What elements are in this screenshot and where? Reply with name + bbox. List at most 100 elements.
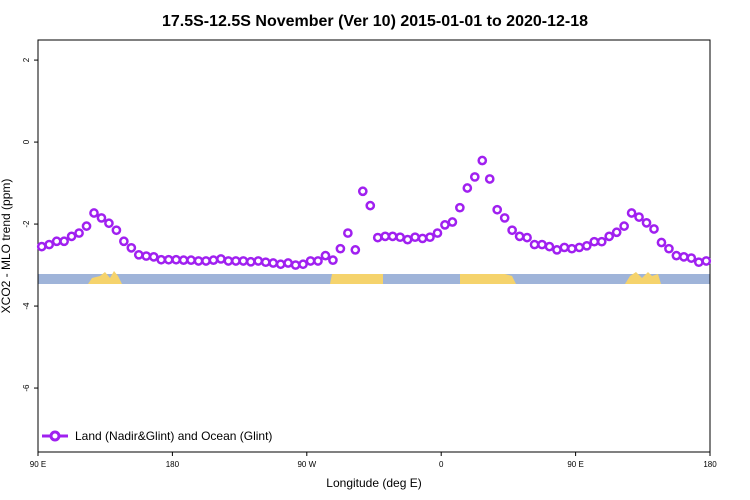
point <box>499 213 510 223</box>
point <box>44 239 55 250</box>
point <box>447 217 458 227</box>
point <box>664 243 674 254</box>
point <box>111 225 122 236</box>
point <box>455 202 465 213</box>
point <box>365 200 376 211</box>
y-tick-label: -6 <box>22 384 31 392</box>
point <box>529 239 540 250</box>
point <box>193 256 204 266</box>
point <box>156 254 167 265</box>
point <box>679 252 689 262</box>
point <box>514 231 525 242</box>
point <box>320 250 331 261</box>
land-ocean-band <box>38 271 710 284</box>
point <box>163 254 174 265</box>
point <box>305 256 316 266</box>
point <box>268 258 279 268</box>
x-axis-title: Longitude (deg E) <box>326 476 421 490</box>
plot-frame <box>37 39 711 453</box>
point <box>74 228 84 238</box>
point <box>522 232 532 243</box>
point <box>686 253 697 263</box>
point <box>507 225 517 236</box>
legend: Land (Nadir&Glint) and Ocean (Glint) <box>42 429 272 443</box>
point <box>66 231 77 242</box>
point <box>298 259 308 270</box>
point <box>141 251 152 261</box>
point <box>186 255 196 265</box>
legend-marker <box>49 430 61 442</box>
point <box>611 227 622 238</box>
x-tick-label: 0 <box>439 460 444 469</box>
point <box>387 231 398 242</box>
y-tick-label: -2 <box>22 220 31 228</box>
point <box>417 233 428 244</box>
point <box>484 174 495 184</box>
point <box>634 212 644 222</box>
point <box>119 236 129 247</box>
point <box>208 255 219 265</box>
point <box>51 236 62 247</box>
point <box>275 259 286 270</box>
point <box>425 232 435 243</box>
point <box>372 232 383 243</box>
point <box>559 242 570 253</box>
point <box>567 243 577 254</box>
land-patch <box>330 274 383 284</box>
point <box>245 256 256 267</box>
point <box>641 217 652 228</box>
point <box>178 255 189 265</box>
point <box>701 256 712 266</box>
point <box>492 204 503 215</box>
point <box>440 220 450 230</box>
point <box>581 240 592 251</box>
point <box>313 256 323 266</box>
point <box>596 236 607 247</box>
point <box>104 218 114 229</box>
point <box>253 256 264 266</box>
legend-label: Land (Nadir&Glint) and Ocean (Glint) <box>75 429 272 443</box>
land-patch <box>460 274 516 284</box>
point <box>432 228 443 238</box>
point <box>410 232 420 243</box>
point <box>552 245 562 255</box>
land-patch <box>625 272 661 284</box>
point <box>477 155 488 166</box>
point <box>216 254 226 264</box>
point <box>619 221 629 231</box>
y-tick-label: -4 <box>22 302 31 310</box>
x-tick-label: 180 <box>166 460 180 469</box>
point <box>574 242 585 253</box>
point <box>290 260 301 270</box>
point <box>656 237 667 248</box>
point <box>395 232 405 243</box>
point <box>133 249 144 260</box>
x-tick-label: 180 <box>703 460 717 469</box>
point <box>649 224 659 234</box>
x-tick-label: 90 W <box>297 460 316 469</box>
point <box>328 255 338 265</box>
point <box>626 208 637 218</box>
point <box>335 243 346 254</box>
point <box>96 213 107 223</box>
point <box>81 221 92 231</box>
point <box>59 236 69 247</box>
point <box>604 231 615 242</box>
point <box>343 228 353 238</box>
point <box>36 241 47 252</box>
point <box>171 254 181 265</box>
point <box>201 256 211 266</box>
x-tick-label: 90 E <box>30 460 46 469</box>
point <box>223 256 234 266</box>
point <box>238 256 249 266</box>
point <box>283 258 293 268</box>
x-tick-label: 90 E <box>567 460 583 469</box>
chart-title: 17.5S-12.5S November (Ver 10) 2015-01-01… <box>162 13 588 30</box>
point <box>544 241 555 252</box>
land-patch <box>88 271 122 284</box>
y-axis-title: XCO2 - MLO trend (ppm) <box>0 179 13 314</box>
point <box>260 257 271 268</box>
point <box>148 252 159 262</box>
point <box>89 208 99 218</box>
